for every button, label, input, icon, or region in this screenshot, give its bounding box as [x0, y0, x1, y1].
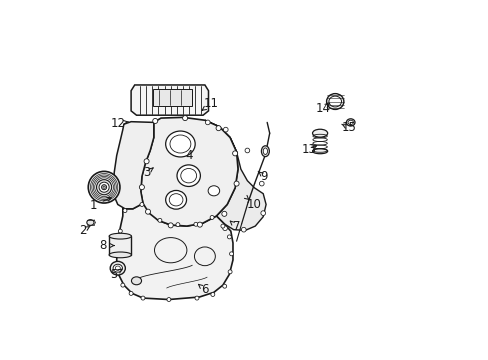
Text: 4: 4 [184, 149, 192, 162]
Ellipse shape [229, 252, 233, 256]
Ellipse shape [109, 233, 131, 239]
Ellipse shape [210, 292, 214, 297]
Text: 6: 6 [201, 283, 208, 296]
Polygon shape [117, 203, 232, 300]
Ellipse shape [103, 186, 105, 188]
Ellipse shape [129, 292, 133, 295]
Text: 5: 5 [110, 268, 118, 281]
Ellipse shape [116, 269, 120, 273]
Ellipse shape [109, 252, 131, 258]
Text: 1: 1 [89, 199, 97, 212]
Polygon shape [109, 236, 131, 255]
Ellipse shape [205, 120, 210, 125]
Ellipse shape [176, 222, 180, 227]
Ellipse shape [263, 148, 267, 154]
Text: 14: 14 [315, 102, 330, 114]
Ellipse shape [165, 131, 195, 157]
Ellipse shape [326, 94, 343, 109]
Ellipse shape [102, 185, 106, 190]
Ellipse shape [260, 211, 265, 215]
Text: 15: 15 [341, 121, 356, 134]
Ellipse shape [140, 202, 143, 206]
Ellipse shape [145, 209, 150, 214]
Ellipse shape [139, 185, 144, 190]
Text: 11: 11 [203, 97, 219, 110]
Ellipse shape [216, 126, 221, 131]
Text: 10: 10 [246, 198, 262, 211]
Ellipse shape [99, 182, 109, 192]
Ellipse shape [141, 296, 144, 300]
Ellipse shape [87, 220, 94, 225]
Ellipse shape [346, 119, 354, 126]
Polygon shape [152, 89, 192, 106]
Ellipse shape [165, 190, 186, 209]
Ellipse shape [234, 181, 239, 186]
Ellipse shape [88, 171, 120, 203]
Ellipse shape [208, 186, 219, 196]
Ellipse shape [227, 235, 231, 239]
Ellipse shape [123, 209, 127, 212]
Text: 2: 2 [80, 224, 87, 237]
Text: 13: 13 [301, 143, 316, 156]
Ellipse shape [232, 151, 237, 156]
Ellipse shape [221, 224, 224, 228]
Ellipse shape [222, 284, 226, 288]
Polygon shape [131, 85, 208, 115]
Ellipse shape [259, 181, 264, 186]
Ellipse shape [110, 261, 125, 275]
Ellipse shape [166, 297, 170, 301]
Text: 3: 3 [142, 166, 150, 179]
Ellipse shape [210, 215, 214, 219]
Ellipse shape [144, 159, 149, 164]
Ellipse shape [328, 96, 341, 107]
Text: 12: 12 [110, 117, 125, 130]
Ellipse shape [168, 223, 173, 228]
Ellipse shape [197, 222, 202, 227]
Ellipse shape [116, 247, 120, 251]
Ellipse shape [182, 116, 187, 121]
Ellipse shape [177, 165, 200, 186]
Polygon shape [141, 117, 238, 226]
Ellipse shape [222, 211, 226, 216]
Ellipse shape [261, 146, 269, 157]
Text: 9: 9 [260, 170, 267, 183]
Ellipse shape [121, 283, 124, 287]
Ellipse shape [241, 228, 245, 232]
Ellipse shape [131, 277, 141, 285]
Ellipse shape [194, 222, 198, 226]
Ellipse shape [195, 296, 199, 300]
Ellipse shape [152, 118, 158, 123]
Ellipse shape [244, 148, 249, 153]
Ellipse shape [118, 229, 122, 233]
Text: 8: 8 [100, 239, 107, 252]
Ellipse shape [312, 129, 327, 137]
Ellipse shape [347, 120, 353, 125]
Ellipse shape [113, 264, 122, 272]
Ellipse shape [158, 218, 162, 222]
Polygon shape [114, 122, 153, 209]
Ellipse shape [96, 180, 111, 195]
Ellipse shape [223, 127, 228, 132]
Polygon shape [204, 120, 265, 230]
Text: 7: 7 [232, 220, 240, 233]
Ellipse shape [222, 226, 227, 231]
Ellipse shape [312, 149, 327, 154]
Ellipse shape [228, 270, 232, 274]
